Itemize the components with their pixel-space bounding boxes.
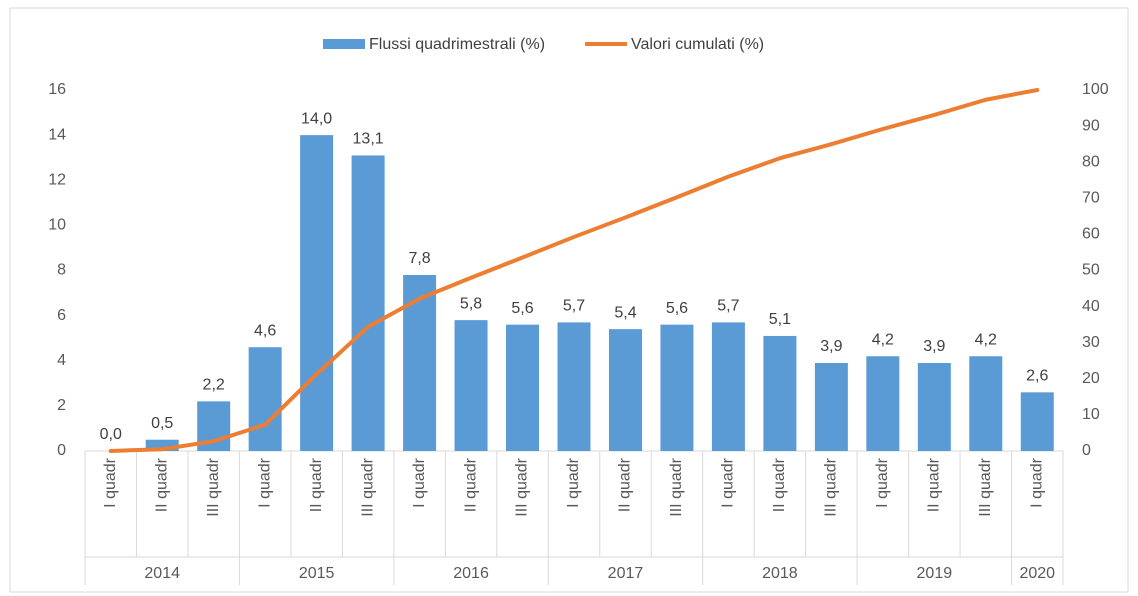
- x-tick-label: II quadr: [617, 457, 634, 512]
- line: [108, 88, 1040, 453]
- value-label: 5,6: [511, 300, 533, 317]
- value-label: 2,6: [1026, 368, 1048, 385]
- value-label: 4,2: [872, 331, 894, 348]
- bar: [351, 155, 385, 451]
- bar: [300, 135, 334, 451]
- bar: [506, 324, 540, 451]
- value-label: 3,9: [923, 338, 945, 355]
- y-tick-label: 4: [57, 352, 66, 369]
- bar: [557, 322, 591, 451]
- bar: [814, 363, 848, 451]
- group-label: 2014: [144, 565, 180, 582]
- y-tick-label: 10: [48, 217, 66, 234]
- y2-tick-label: 20: [1082, 370, 1100, 387]
- x-tick-label: III quadr: [205, 457, 222, 516]
- bar: [454, 320, 488, 451]
- y2-tick-label: 60: [1082, 226, 1100, 243]
- y2-tick-label: 70: [1082, 190, 1100, 207]
- group-label: 2017: [608, 565, 644, 582]
- group-label: 2020: [1019, 565, 1055, 582]
- legend-label: Flussi quadrimestrali (%): [369, 36, 545, 53]
- value-label: 0,5: [151, 415, 173, 432]
- bar: [608, 329, 642, 451]
- y-tick-label: 0: [57, 442, 66, 459]
- value-label: 0,0: [100, 426, 122, 443]
- x-tick-label: III quadr: [668, 457, 685, 516]
- x-tick-label: I quadr: [565, 457, 582, 507]
- value-label: 5,4: [614, 304, 636, 321]
- x-tick-label: I quadr: [720, 457, 737, 507]
- y-tick-label: 14: [48, 126, 66, 143]
- y2-tick-label: 30: [1082, 334, 1100, 351]
- bar: [969, 356, 1003, 451]
- y2-tick-label: 90: [1082, 117, 1100, 134]
- y2-tick-label: 50: [1082, 262, 1100, 279]
- bar: [248, 347, 282, 451]
- y2-tick-label: 10: [1082, 406, 1100, 423]
- value-label: 5,7: [563, 298, 585, 315]
- x-tick-label: III quadr: [359, 457, 376, 516]
- y2-tick-label: 40: [1082, 298, 1100, 315]
- x-tick-label: I quadr: [256, 457, 273, 507]
- value-label: 5,6: [666, 300, 688, 317]
- x-tick-label: I quadr: [1028, 457, 1045, 507]
- bar: [711, 322, 745, 451]
- x-tick-label: III quadr: [977, 457, 994, 516]
- y2-tick-label: 80: [1082, 153, 1100, 170]
- y-tick-label: 16: [48, 81, 66, 98]
- y-tick-label: 6: [57, 307, 66, 324]
- value-label: 4,2: [975, 331, 997, 348]
- value-label: 2,2: [203, 377, 225, 394]
- value-label: 5,1: [769, 311, 791, 328]
- y-tick-label: 8: [57, 262, 66, 279]
- bar: [866, 356, 900, 451]
- bar: [917, 363, 951, 451]
- x-tick-label: I quadr: [411, 457, 428, 507]
- value-label: 7,8: [408, 250, 430, 267]
- group-label: 2016: [453, 565, 489, 582]
- bar: [403, 275, 437, 451]
- value-label: 3,9: [820, 338, 842, 355]
- x-tick-label: III quadr: [514, 457, 531, 516]
- value-label: 5,8: [460, 295, 482, 312]
- value-label: 14,0: [301, 110, 332, 127]
- bar: [1020, 392, 1054, 451]
- group-label: 2018: [762, 565, 798, 582]
- group-label: 2019: [917, 565, 953, 582]
- x-tick-label: II quadr: [462, 457, 479, 512]
- x-tick-label: II quadr: [153, 457, 170, 512]
- y-tick-label: 12: [48, 171, 66, 188]
- bar: [145, 439, 179, 451]
- x-tick-label: I quadr: [874, 457, 891, 507]
- legend-swatch: [323, 39, 365, 49]
- value-label: 5,7: [717, 298, 739, 315]
- group-label: 2015: [299, 565, 335, 582]
- legend-label: Valori cumulati (%): [631, 36, 764, 53]
- y2-tick-label: 0: [1082, 442, 1091, 459]
- bar: [763, 335, 797, 451]
- chart-border: [9, 7, 1129, 593]
- x-tick-label: III quadr: [823, 457, 840, 516]
- x-tick-label: II quadr: [771, 457, 788, 512]
- y2-tick-label: 100: [1082, 81, 1109, 98]
- value-label: 13,1: [353, 131, 384, 148]
- value-label: 4,6: [254, 322, 276, 339]
- x-tick-label: II quadr: [308, 457, 325, 512]
- x-tick-label: II quadr: [926, 457, 943, 512]
- bar: [660, 324, 694, 451]
- y-tick-label: 2: [57, 397, 66, 414]
- x-tick-label: I quadr: [102, 457, 119, 507]
